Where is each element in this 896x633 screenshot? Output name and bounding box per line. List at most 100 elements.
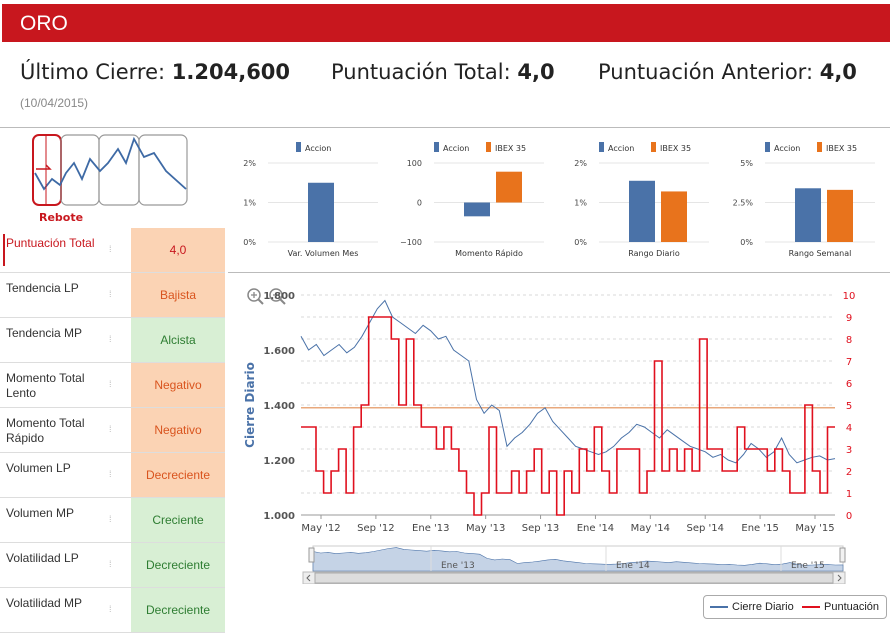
bar [629, 180, 655, 242]
indicator-label: Volumen LP [6, 461, 71, 475]
indicator-row: Volumen LP ⁞ Decreciente [0, 453, 225, 498]
legend-item-score[interactable]: Puntuación [802, 601, 879, 613]
right-tick-label: 4 [846, 423, 852, 434]
tick-label: 2% [574, 159, 587, 168]
last-close-value: 1.204,600 [171, 60, 291, 84]
tick-label: 5% [740, 159, 753, 168]
legend-swatch [434, 142, 439, 152]
right-tick-label: 6 [846, 379, 852, 390]
legend-swatch [599, 142, 604, 152]
x-tick-label: Ene '15 [741, 523, 778, 534]
scrollbar-thumb [314, 572, 834, 584]
x-tick-label: Ene '14 [577, 523, 614, 534]
pattern-label: Rebote [39, 211, 83, 224]
indicator-row: Volatilidad MP ⁞ Decreciente [0, 588, 225, 633]
bar-chart-panel: 5% 2.5% 0% Accion IBEX 35 Rango Semanal [733, 142, 875, 258]
tick-label: 0% [243, 238, 256, 247]
left-tick-label: 1.000 [263, 511, 295, 522]
legend-item-price[interactable]: Cierre Diario [710, 601, 794, 613]
indicator-value: Decreciente [131, 543, 225, 587]
indicator-value: Alcista [131, 318, 225, 362]
bar [827, 189, 853, 242]
right-tick-label: 1 [846, 489, 852, 500]
bar [496, 171, 522, 203]
score-series-line [301, 316, 835, 516]
indicator-label: Volatilidad MP [6, 596, 83, 610]
chart-title: Rango Diario [628, 249, 680, 258]
indicator-row: Momento Total Lento ⁞ Negativo [0, 363, 225, 408]
x-tick-label: Ene '13 [412, 523, 449, 534]
total-score: Puntuación Total: 4,0 [331, 60, 555, 84]
x-tick-label: Sep '13 [522, 523, 560, 534]
bar-chart-panel: 2% 1% 0% Accion Var. Volumen Mes [243, 142, 378, 258]
indicator-label: Momento Total Rápido [6, 416, 85, 445]
indicator-value: Negativo [131, 363, 225, 407]
indicator-value: Decreciente [131, 588, 225, 632]
indicator-label: Tendencia MP [6, 326, 83, 340]
bar-chart-panel: 100 0 −100 Accion IBEX 35 Momento Rápido [400, 142, 544, 258]
zoom-in-icon[interactable] [247, 288, 264, 305]
indicator-row: Tendencia LP ⁞ Bajista [0, 273, 225, 318]
legend-label: IBEX 35 [826, 144, 857, 153]
previous-score: Puntuación Anterior: 4,0 [598, 60, 857, 84]
right-tick-label: 3 [846, 445, 852, 456]
bar [661, 191, 687, 242]
left-tick-label: 1.400 [263, 401, 295, 412]
price-score-chart[interactable]: 1098765432101.8001.6001.4001.2001.000Cie… [238, 278, 864, 584]
navigator-scrollbar[interactable] [302, 571, 846, 584]
y-axis-label: Cierre Diario [243, 362, 257, 448]
drag-handle-icon[interactable]: ⁞ [109, 334, 112, 344]
zoom-out-icon[interactable] [269, 288, 286, 305]
legend-swatch [765, 142, 770, 152]
price-series-line [300, 299, 836, 464]
indicator-label: Momento Total Lento [6, 371, 85, 400]
tick-label: −100 [400, 238, 422, 247]
indicator-label: Volatilidad LP [6, 551, 79, 565]
drag-handle-icon[interactable]: ⁞ [109, 244, 112, 254]
indicator-value: Decreciente [131, 453, 225, 497]
active-marker [3, 234, 5, 266]
chart-legend[interactable]: Cierre Diario Puntuación [703, 595, 887, 619]
bar [795, 188, 821, 242]
drag-handle-icon[interactable]: ⁞ [109, 424, 112, 434]
left-tick-label: 1.200 [263, 456, 295, 467]
x-tick-label: May '13 [466, 523, 505, 534]
page-title: ORO [20, 12, 68, 35]
date-label: (10/04/2015) [20, 96, 89, 110]
bar [308, 182, 334, 242]
drag-handle-icon[interactable]: ⁞ [109, 514, 112, 524]
bar-chart-panel: 2% 1% 0% Accion IBEX 35 Rango Diario [574, 142, 709, 258]
tick-label: 0% [574, 238, 587, 247]
drag-handle-icon[interactable]: ⁞ [109, 469, 112, 479]
drag-handle-icon[interactable]: ⁞ [109, 289, 112, 299]
right-tick-label: 2 [846, 467, 852, 478]
x-tick-label: May '14 [631, 523, 670, 534]
legend-swatch [296, 142, 301, 152]
last-close: Último Cierre: 1.204,600 [20, 60, 291, 84]
drag-handle-icon[interactable]: ⁞ [109, 604, 112, 614]
indicator-row: Puntuación Total ⁞ 4,0 [0, 228, 225, 273]
legend-swatch [486, 142, 491, 152]
drag-handle-icon[interactable]: ⁞ [109, 559, 112, 569]
drag-handle-icon[interactable]: ⁞ [109, 379, 112, 389]
tick-label: 1% [243, 199, 256, 208]
indicator-value: Negativo [131, 408, 225, 452]
legend-label: Accion [774, 144, 800, 153]
tick-label: 1% [574, 199, 587, 208]
indicator-label: Puntuación Total [6, 236, 95, 250]
previous-score-value: 4,0 [819, 60, 857, 84]
title-bar: ORO [2, 4, 890, 42]
tick-label: 100 [407, 159, 422, 168]
tick-label: 0% [740, 238, 753, 247]
indicator-value: Creciente [131, 498, 225, 542]
navigator-left-handle [308, 547, 315, 563]
indicator-row: Volatilidad LP ⁞ Decreciente [0, 543, 225, 588]
indicator-value: 4,0 [131, 228, 225, 272]
range-navigator[interactable]: Ene '13 Ene '14 Ene '15 [308, 545, 846, 572]
legend-label: Accion [305, 144, 331, 153]
right-tick-label: 8 [846, 335, 852, 346]
scroll-left-icon [306, 574, 311, 582]
indicator-label: Tendencia LP [6, 281, 79, 295]
right-tick-label: 5 [846, 401, 852, 412]
tick-label: 2.5% [733, 199, 754, 208]
